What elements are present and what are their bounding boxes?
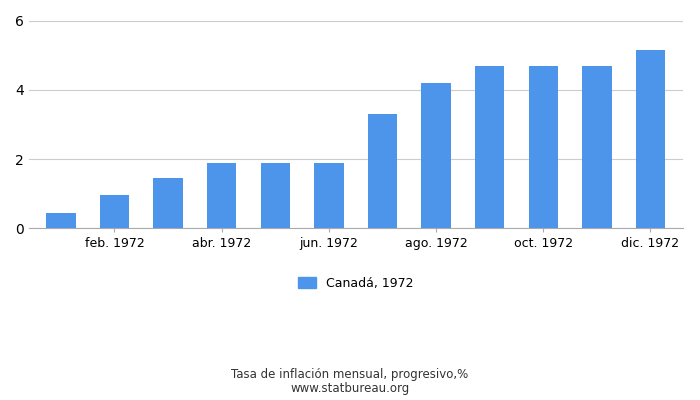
Bar xyxy=(314,162,344,228)
Bar xyxy=(368,114,397,228)
Text: Tasa de inflación mensual, progresivo,%: Tasa de inflación mensual, progresivo,% xyxy=(232,368,468,381)
Bar xyxy=(153,178,183,228)
Bar xyxy=(636,50,665,228)
Bar xyxy=(260,162,290,228)
Bar xyxy=(207,162,237,228)
Bar xyxy=(528,66,558,228)
Bar xyxy=(475,66,505,228)
Bar xyxy=(46,213,76,228)
Text: www.statbureau.org: www.statbureau.org xyxy=(290,382,410,395)
Bar xyxy=(100,196,130,228)
Legend: Canadá, 1972: Canadá, 1972 xyxy=(293,272,419,295)
Bar xyxy=(582,66,612,228)
Bar xyxy=(421,83,451,228)
